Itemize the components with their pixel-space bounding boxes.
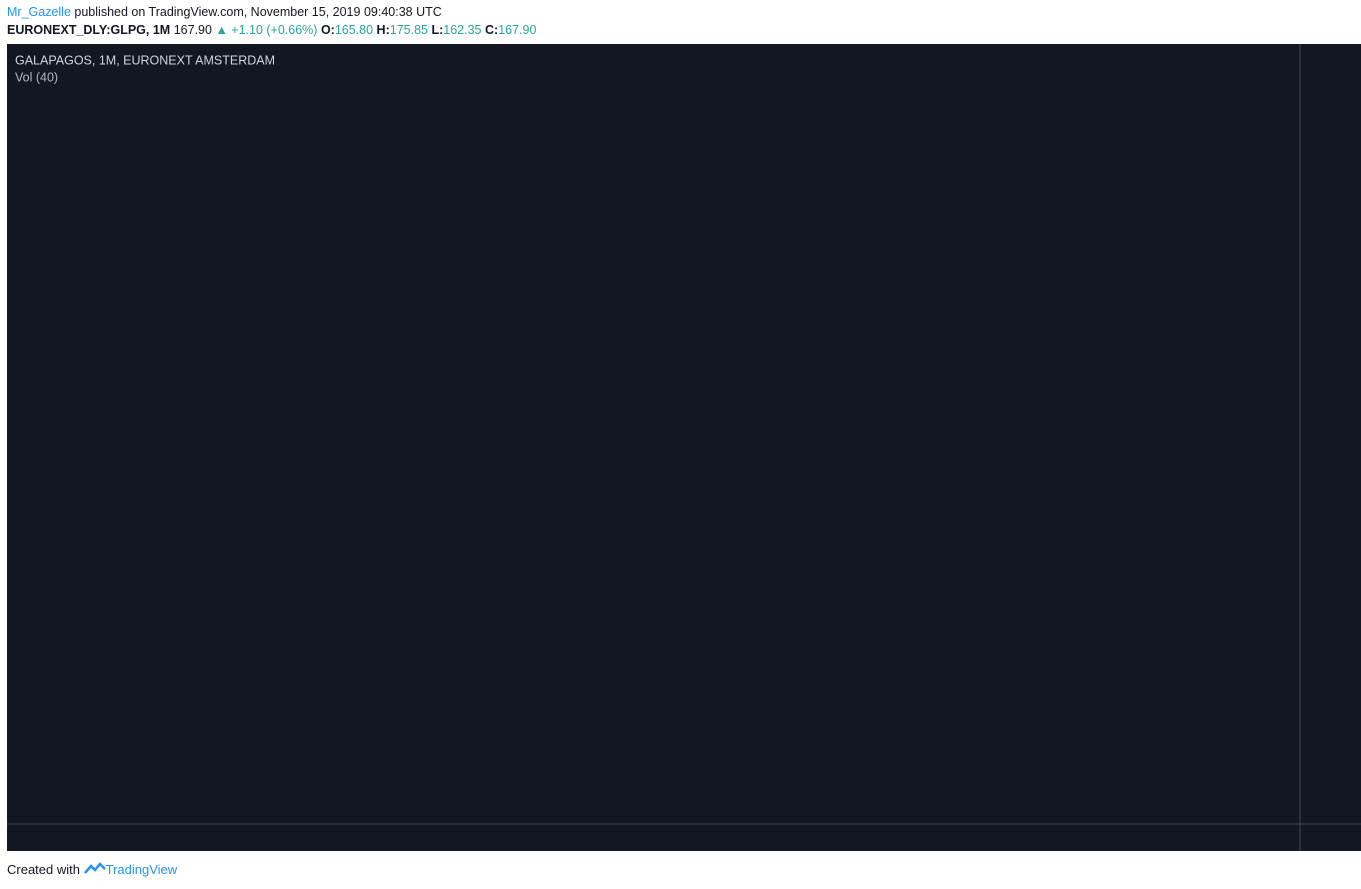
published: published on TradingView.com, November 1…: [74, 5, 442, 19]
background: [7, 44, 1361, 851]
author-link[interactable]: Mr_Gazelle: [7, 5, 71, 19]
footer: Created with TradingView: [0, 851, 1361, 889]
publish-line: Mr_Gazelle published on TradingView.com,…: [7, 0, 1361, 21]
o-label: O:: [320, 23, 335, 37]
created-with: Created with: [7, 862, 80, 877]
l: 162.35: [443, 23, 482, 37]
o: 165.80: [334, 23, 374, 37]
h-label: H:: [376, 23, 390, 37]
header: Mr_Gazelle published on TradingView.com,…: [0, 0, 1361, 44]
chart: GALAPAGOS, 1M, EURONEXT AMSTERDAM Vol (4…: [7, 44, 1361, 851]
l-label: L:: [431, 23, 444, 37]
change: ▲ +1.10 (+0.66%): [215, 23, 318, 37]
chart-title: GALAPAGOS, 1M, EURONEXT AMSTERDAM: [15, 53, 275, 67]
brand[interactable]: TradingView: [105, 862, 178, 877]
symbol: EURONEXT_DLY:GLPG, 1M: [7, 23, 171, 37]
symbol-line: EURONEXT_DLY:GLPG, 1M 167.90 ▲ +1.10 (+0…: [7, 21, 1361, 39]
c-label: C:: [485, 23, 499, 37]
h: 175.85: [389, 23, 428, 37]
price: 167.90: [173, 23, 212, 37]
logo: [83, 862, 106, 874]
c: 167.90: [498, 23, 537, 37]
volume-label: Vol (40): [15, 70, 58, 84]
